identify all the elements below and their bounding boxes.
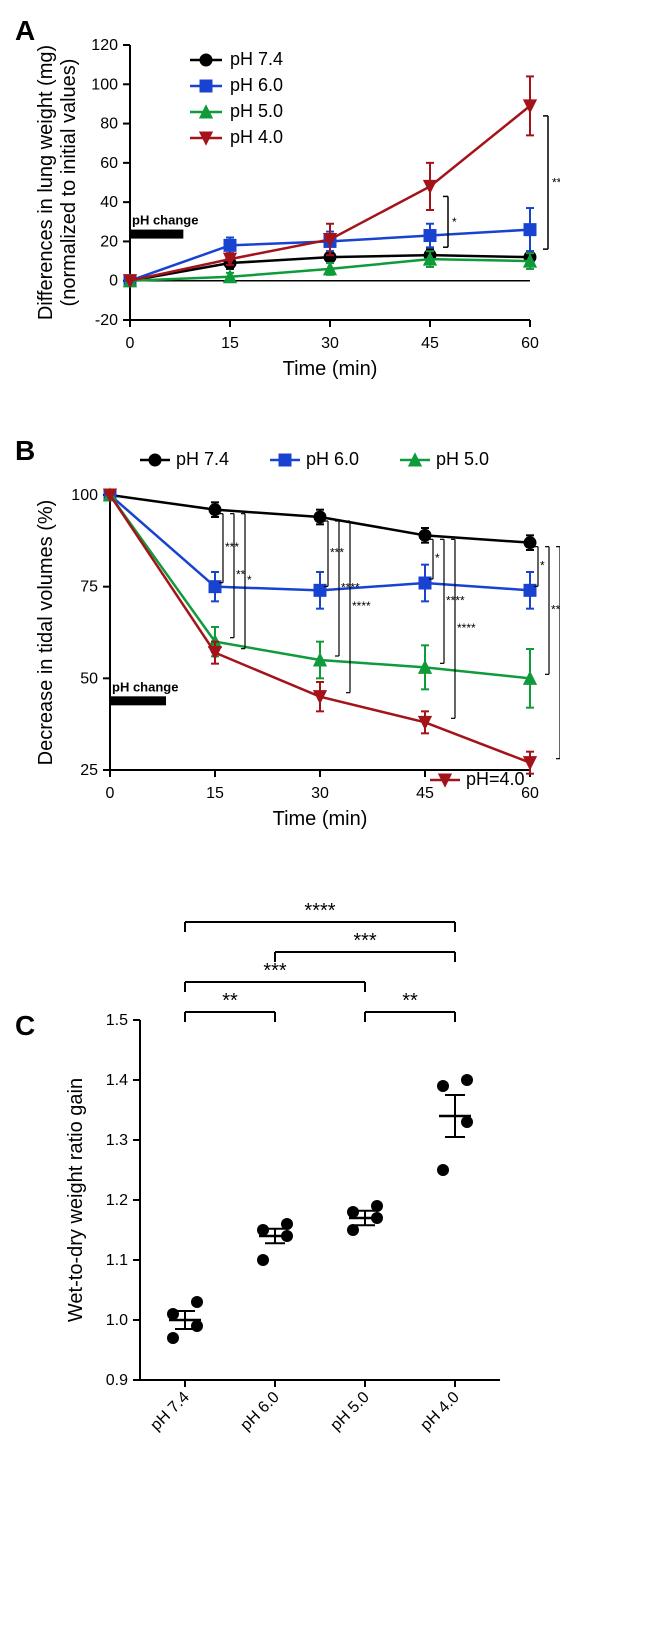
panel-c: C 0.91.01.11.21.31.41.5Wet-to-dry weight… xyxy=(20,880,626,1500)
svg-text:pH 6.0: pH 6.0 xyxy=(306,449,359,469)
svg-text:**: ** xyxy=(402,990,418,1012)
svg-text:pH=4.0: pH=4.0 xyxy=(466,769,525,789)
svg-text:****: **** xyxy=(457,621,476,635)
svg-text:75: 75 xyxy=(80,579,98,596)
svg-text:*: * xyxy=(452,215,457,229)
svg-text:30: 30 xyxy=(311,785,329,802)
svg-text:****: **** xyxy=(352,599,371,613)
svg-text:**: ** xyxy=(236,568,246,582)
svg-text:45: 45 xyxy=(416,785,434,802)
svg-text:120: 120 xyxy=(91,37,118,54)
svg-text:***: *** xyxy=(263,960,287,982)
panel-a-label: A xyxy=(15,15,35,47)
svg-text:1.4: 1.4 xyxy=(106,1072,128,1089)
svg-text:***: *** xyxy=(330,546,344,560)
svg-text:25: 25 xyxy=(80,762,98,779)
svg-text:1.3: 1.3 xyxy=(106,1132,128,1149)
svg-text:*: * xyxy=(540,559,545,573)
svg-text:pH 4.0: pH 4.0 xyxy=(417,1389,462,1434)
svg-text:0: 0 xyxy=(109,273,118,290)
panel-a: A 015304560Time (min)-20020406080100120D… xyxy=(20,20,626,400)
svg-text:pH 4.0: pH 4.0 xyxy=(230,127,283,147)
svg-text:pH 7.4: pH 7.4 xyxy=(176,449,229,469)
svg-text:**: ** xyxy=(222,990,238,1012)
svg-text:20: 20 xyxy=(100,233,118,250)
svg-text:1.5: 1.5 xyxy=(106,1012,128,1029)
svg-text:***: *** xyxy=(353,930,377,952)
svg-text:pH 5.0: pH 5.0 xyxy=(230,101,283,121)
svg-text:1.0: 1.0 xyxy=(106,1312,128,1329)
svg-text:(normalized to initial values): (normalized to initial values) xyxy=(58,59,80,307)
svg-text:15: 15 xyxy=(221,335,239,352)
svg-text:****: **** xyxy=(552,176,560,190)
svg-text:****: **** xyxy=(304,900,335,922)
svg-text:pH change: pH change xyxy=(112,679,178,694)
svg-text:*: * xyxy=(435,551,440,565)
figure-container: A 015304560Time (min)-20020406080100120D… xyxy=(20,20,626,1500)
svg-text:pH 6.0: pH 6.0 xyxy=(230,75,283,95)
svg-text:pH 6.0: pH 6.0 xyxy=(237,1389,282,1434)
svg-text:15: 15 xyxy=(206,785,224,802)
svg-text:Differences in lung weight (mg: Differences in lung weight (mg) xyxy=(35,45,57,320)
panel-b-label: B xyxy=(15,435,35,467)
svg-text:100: 100 xyxy=(71,487,98,504)
svg-text:Time (min): Time (min) xyxy=(273,808,368,830)
svg-text:pH 7.4: pH 7.4 xyxy=(230,49,283,69)
svg-text:*: * xyxy=(247,573,252,587)
panel-c-label: C xyxy=(15,1010,35,1042)
svg-text:30: 30 xyxy=(321,335,339,352)
svg-text:100: 100 xyxy=(91,76,118,93)
svg-text:pH 7.4: pH 7.4 xyxy=(147,1389,192,1434)
svg-text:80: 80 xyxy=(100,116,118,133)
svg-text:pH change: pH change xyxy=(132,213,198,228)
panel-a-svg: 0 15 30 45 60 Time (min) -20 0 20 40 60 80 100 120 Dif… xyxy=(20,20,560,400)
svg-text:50: 50 xyxy=(80,670,98,687)
svg-text:60: 60 xyxy=(521,335,539,352)
panel-b-svg: 015304560Time (min)255075100Decrease in … xyxy=(20,440,560,840)
svg-text:-20: -20 xyxy=(95,312,118,329)
svg-text:0: 0 xyxy=(106,785,115,802)
svg-text:Decrease in tidal volumes (%): Decrease in tidal volumes (%) xyxy=(35,500,57,766)
svg-text:0: 0 xyxy=(126,335,135,352)
svg-text:1.1: 1.1 xyxy=(106,1252,128,1269)
svg-text:pH 5.0: pH 5.0 xyxy=(436,449,489,469)
svg-text:Time (min): Time (min) xyxy=(283,358,378,380)
svg-text:45: 45 xyxy=(421,335,439,352)
svg-text:1.2: 1.2 xyxy=(106,1192,128,1209)
svg-text:60: 60 xyxy=(100,155,118,172)
svg-text:Wet-to-dry weight ratio gain: Wet-to-dry weight ratio gain xyxy=(65,1078,87,1322)
svg-text:pH 5.0: pH 5.0 xyxy=(327,1389,372,1434)
svg-text:****: **** xyxy=(551,603,560,617)
panel-b: B 015304560Time (min)255075100Decrease i… xyxy=(20,440,626,840)
svg-text:0.9: 0.9 xyxy=(106,1372,128,1389)
svg-text:40: 40 xyxy=(100,194,118,211)
panel-c-svg: 0.9 1.0 1.1 1.2 1.3 1.4 1.5 Wet-to-dry weight r… xyxy=(20,880,560,1500)
svg-text:***: *** xyxy=(225,540,239,554)
